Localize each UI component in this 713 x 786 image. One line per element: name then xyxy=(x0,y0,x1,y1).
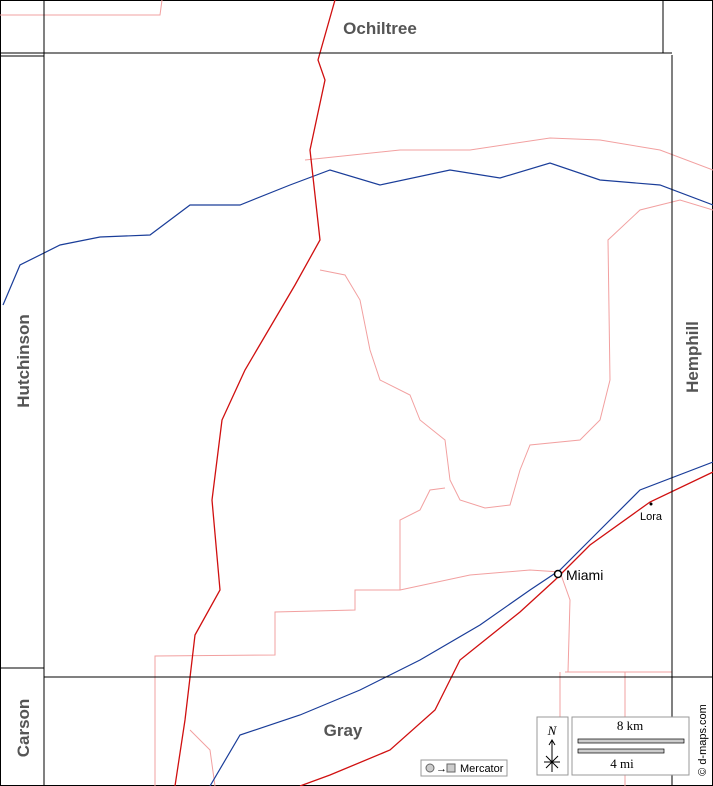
county-label: Carson xyxy=(14,699,33,758)
county-label: Ochiltree xyxy=(343,19,417,38)
projection-icon xyxy=(425,763,435,773)
projection-icon xyxy=(446,763,456,773)
compass-label: N xyxy=(547,723,558,738)
credit: © d-maps.com xyxy=(697,704,709,776)
scale-bar xyxy=(577,748,665,754)
compass-rose xyxy=(544,739,560,772)
scale-box xyxy=(571,716,690,776)
county-label: Hemphill xyxy=(683,321,702,393)
county-label: Gray xyxy=(324,721,363,740)
place-label: Miami xyxy=(566,567,603,583)
scale-label: 8 km xyxy=(617,718,643,733)
projection-box xyxy=(420,759,508,777)
town-marker xyxy=(649,502,653,506)
projection-label: Mercator xyxy=(460,763,504,775)
rivers xyxy=(2,162,713,786)
scale-bar xyxy=(577,738,685,744)
town-marker xyxy=(553,569,563,579)
highways xyxy=(174,0,713,786)
projection-arrow: → xyxy=(436,763,447,775)
place-label: Lora xyxy=(640,511,663,523)
county-label: Hutchinson xyxy=(14,314,33,408)
scale-label: 4 mi xyxy=(610,756,634,771)
